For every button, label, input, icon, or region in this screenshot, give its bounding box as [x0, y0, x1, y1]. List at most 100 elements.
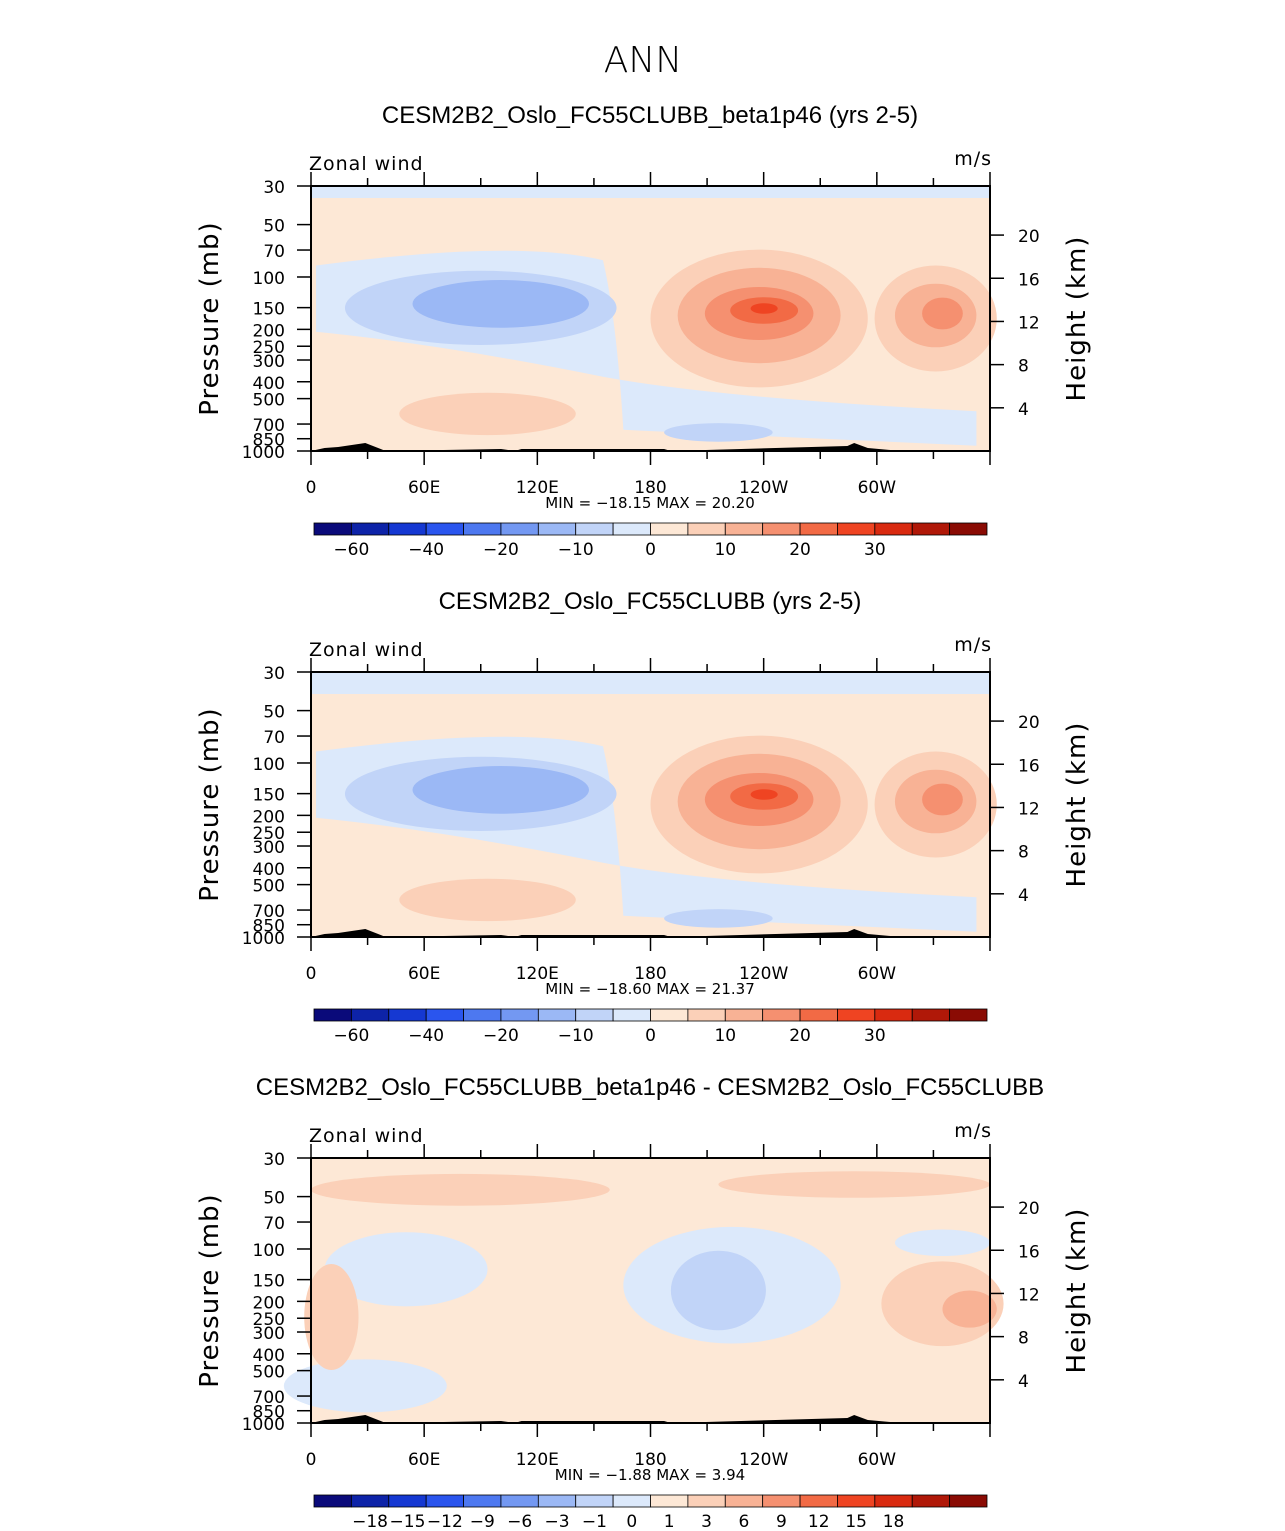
colorbar-swatch: [612, 522, 651, 536]
height-tick-label: 16: [1018, 1242, 1040, 1262]
colorbar-swatch: [724, 1008, 764, 1022]
panels-group: 0 60E 120E 180 120W 60W3050701001502002503004…: [195, 102, 1092, 1531]
colorbar-label: −40: [408, 1026, 444, 1046]
field-contour-diff-pos-4: [942, 1290, 997, 1328]
colorbar-label: 9: [776, 1512, 787, 1531]
height-tick-label: 20: [1018, 227, 1040, 247]
topography: [311, 929, 902, 937]
field-contour-diff-neg-5: [894, 1229, 990, 1257]
colorbar-swatch: [537, 1008, 577, 1022]
colorbar-label: 0: [645, 1026, 656, 1046]
field-band-strat: [311, 672, 990, 694]
colorbar-label: 18: [883, 1512, 905, 1531]
season-title: ANN: [604, 40, 683, 81]
colorbar-swatch: [313, 1494, 352, 1508]
height-tick-label: 8: [1018, 843, 1029, 863]
pressure-tick-label: 150: [253, 300, 285, 320]
colorbar-label: −20: [483, 1026, 519, 1046]
y-axis-label-right: Height (km): [1062, 722, 1092, 888]
x-tick-label: 180: [634, 478, 666, 498]
panel-title: CESM2B2_Oslo_FC55CLUBB (yrs 2-5): [439, 588, 862, 615]
height-tick-label: 16: [1018, 756, 1040, 776]
pressure-tick-label: 50: [263, 217, 285, 237]
colorbar-swatch: [650, 1008, 689, 1022]
colorbar-swatch: [500, 1494, 539, 1508]
pressure-tick-label: 300: [253, 352, 285, 372]
colorbar-label: 1: [664, 1512, 675, 1531]
x-tick-label: 120W: [739, 964, 788, 984]
field-contour-jet2-c: [922, 297, 963, 330]
colorbar-swatch: [388, 522, 427, 536]
colorbar-swatch: [724, 1494, 764, 1508]
colorbar-swatch: [911, 1008, 951, 1022]
variable-label: Zonal wind: [309, 153, 424, 175]
x-tick-label: 0: [306, 478, 317, 498]
colorbar-swatch: [949, 1008, 988, 1022]
units-label: m/s: [954, 634, 992, 656]
pressure-tick-label: 200: [253, 807, 285, 827]
field-contour-easterly-low: [664, 423, 773, 442]
colorbar-label: −9: [470, 1512, 495, 1531]
colorbar-label: −15: [390, 1512, 426, 1531]
variable-label: Zonal wind: [309, 639, 424, 661]
field-contour-jet1-e: [750, 789, 778, 800]
pressure-tick-label: 30: [263, 664, 285, 684]
x-tick-label: 60W: [858, 1450, 897, 1470]
colorbar-swatch: [463, 1494, 502, 1508]
x-tick-label: 60E: [408, 964, 440, 984]
colorbar-label: 30: [864, 540, 886, 560]
pressure-tick-label: 700: [253, 416, 285, 436]
height-tick-label: 20: [1018, 1199, 1040, 1219]
colorbar-label: 12: [808, 1512, 830, 1531]
pressure-tick-label: 150: [253, 1272, 285, 1292]
colorbar-swatch: [425, 522, 464, 536]
colorbar-label: −1: [582, 1512, 607, 1531]
x-tick-label: 180: [634, 964, 666, 984]
field-contour-jet1-e: [750, 303, 778, 314]
colorbar-label: 10: [714, 1026, 736, 1046]
height-tick-label: 16: [1018, 270, 1040, 290]
colorbar-label: 20: [789, 540, 811, 560]
colorbar-swatch: [949, 522, 988, 536]
pressure-tick-label: 300: [253, 1324, 285, 1344]
x-tick-label: 0: [306, 1450, 317, 1470]
pressure-tick-label: 200: [253, 1293, 285, 1313]
field-contour-diff-pos-2: [718, 1171, 990, 1198]
pressure-tick-label: 850: [253, 431, 285, 451]
x-tick-label: 180: [634, 1450, 666, 1470]
colorbar-swatch: [463, 522, 502, 536]
height-tick-label: 12: [1018, 799, 1040, 819]
pressure-tick-label: 400: [253, 374, 285, 394]
colorbar-swatch: [687, 522, 726, 536]
panel-title: CESM2B2_Oslo_FC55CLUBB_beta1p46 (yrs 2-5…: [382, 102, 918, 129]
height-tick-label: 8: [1018, 1329, 1029, 1349]
colorbar-swatch: [425, 1008, 464, 1022]
field-layer: [283, 1158, 1004, 1423]
height-tick-label: 4: [1018, 886, 1029, 906]
pressure-tick-label: 250: [253, 338, 285, 358]
colorbar-swatch: [762, 1494, 801, 1508]
colorbar-label: 20: [789, 1026, 811, 1046]
colorbar-swatch: [687, 1008, 726, 1022]
colorbar-swatch: [537, 522, 577, 536]
colorbar-swatch: [949, 1494, 988, 1508]
colorbar-swatch: [500, 522, 539, 536]
pressure-tick-label: 1000: [242, 443, 285, 463]
pressure-tick-label: 50: [263, 703, 285, 723]
colorbar-swatch: [313, 522, 352, 536]
colorbar-swatch: [463, 1008, 502, 1022]
x-tick-label: 60W: [858, 964, 897, 984]
pressure-tick-label: 100: [253, 755, 285, 775]
colorbar-label: −60: [333, 540, 369, 560]
colorbar-label: 10: [714, 540, 736, 560]
y-axis-label-right: Height (km): [1062, 236, 1092, 402]
colorbar-label: −40: [408, 540, 444, 560]
pressure-tick-label: 30: [263, 178, 285, 198]
pressure-tick-label: 700: [253, 1388, 285, 1408]
colorbar-label: −3: [544, 1512, 569, 1531]
colorbar-swatch: [799, 1008, 838, 1022]
field-band-strat: [311, 186, 990, 198]
colorbar-swatch: [837, 522, 876, 536]
panel-title: CESM2B2_Oslo_FC55CLUBB_beta1p46 - CESM2B…: [256, 1074, 1044, 1101]
